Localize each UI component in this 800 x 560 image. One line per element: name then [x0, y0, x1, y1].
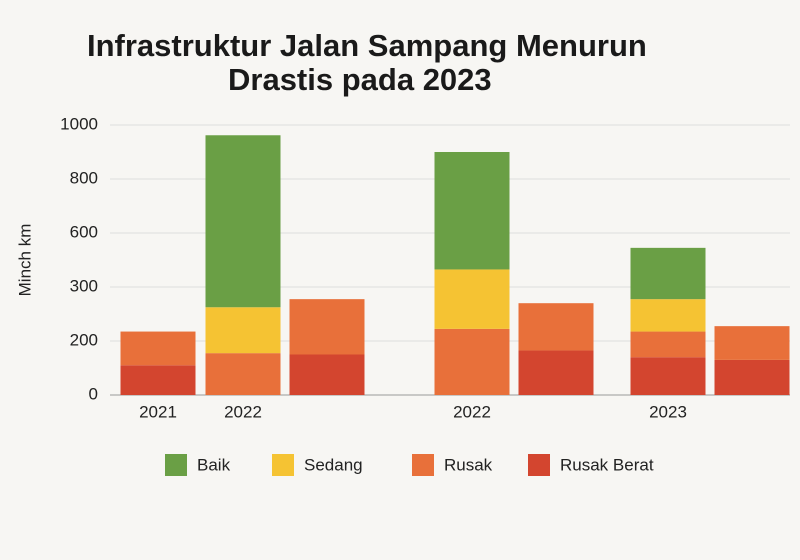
- bar-segment: [205, 353, 281, 395]
- y-tick-label: 800: [70, 168, 98, 187]
- x-tick-label: 2022: [224, 402, 262, 421]
- bar-segment: [434, 269, 510, 329]
- legend-label: Sedang: [304, 455, 363, 474]
- legend-swatch: [165, 454, 187, 476]
- y-axis-label: Minch km: [15, 224, 34, 297]
- bar-segment: [714, 359, 790, 395]
- x-tick-label: 2023: [649, 402, 687, 421]
- bar-segment: [120, 331, 196, 366]
- bar-segment: [120, 365, 196, 395]
- bar-segment: [205, 135, 281, 308]
- y-tick-label: 300: [70, 276, 98, 295]
- x-tick-label: 2021: [139, 402, 177, 421]
- bar-segment: [518, 350, 594, 395]
- chart-title-line: Drastis pada 2023: [228, 62, 492, 97]
- bar-segment: [205, 307, 281, 354]
- legend-swatch: [528, 454, 550, 476]
- legend-label: Rusak: [444, 455, 493, 474]
- y-tick-label: 200: [70, 330, 98, 349]
- bar-segment: [289, 299, 365, 355]
- legend-label: Baik: [197, 455, 231, 474]
- chart-title: Infrastruktur Jalan Sampang Menurun: [87, 28, 647, 63]
- bar-segment: [630, 357, 706, 395]
- bar-segment: [630, 247, 706, 300]
- bar-segment: [714, 326, 790, 360]
- bar-segment: [434, 152, 510, 270]
- legend-label: Rusak Berat: [560, 455, 654, 474]
- y-tick-label: 0: [89, 384, 98, 403]
- bar-segment: [518, 303, 594, 351]
- bar-segment: [289, 354, 365, 395]
- bar-segment: [630, 299, 706, 332]
- y-tick-label: 1000: [60, 114, 98, 133]
- bar-segment: [630, 331, 706, 358]
- legend-swatch: [272, 454, 294, 476]
- y-tick-label: 600: [70, 222, 98, 241]
- bar-segment: [434, 328, 510, 395]
- x-tick-label: 2022: [453, 402, 491, 421]
- legend-swatch: [412, 454, 434, 476]
